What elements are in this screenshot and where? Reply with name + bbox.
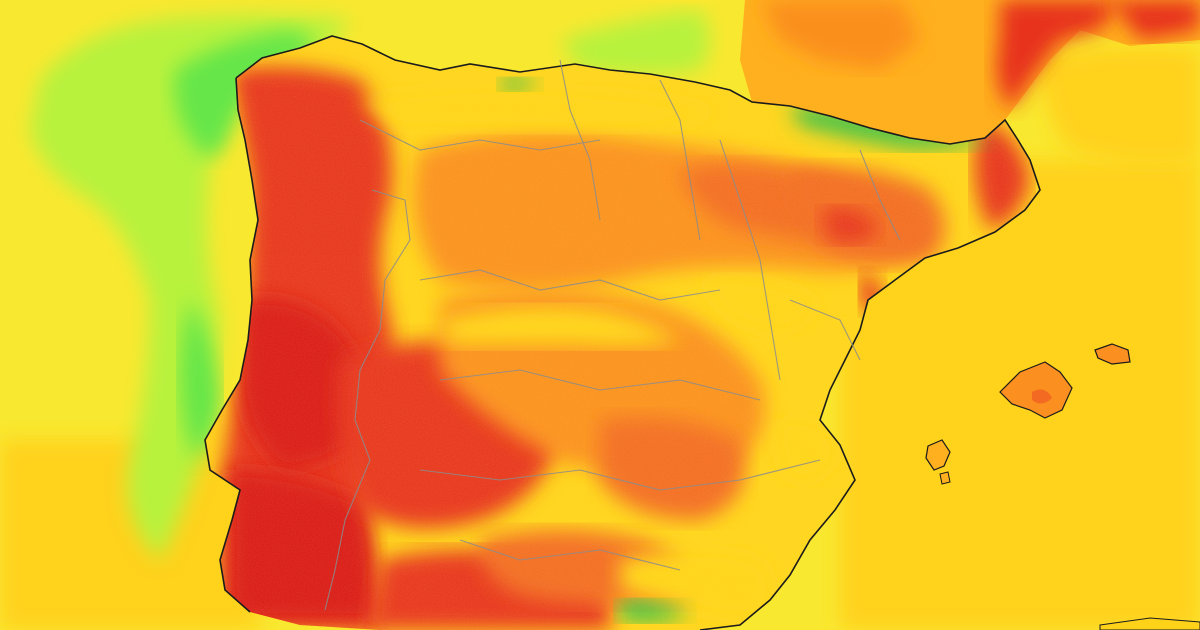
region-balearic-islands <box>925 343 1131 485</box>
region-north-africa-edge <box>1099 617 1200 630</box>
administrative-borders <box>324 59 901 611</box>
iberia-coastline <box>204 35 1041 630</box>
region-southern-france <box>740 0 1200 144</box>
